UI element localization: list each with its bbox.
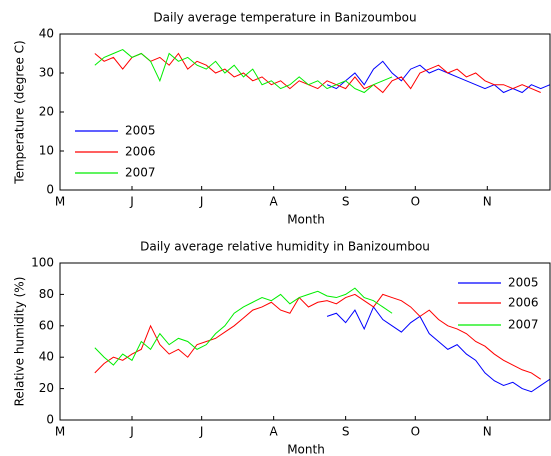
legend-label: 2007 xyxy=(508,318,539,332)
y-tick-label: 0 xyxy=(46,183,54,197)
data-line xyxy=(326,305,551,393)
x-tick-label: O xyxy=(411,425,420,439)
legend-label: 2006 xyxy=(125,145,156,159)
x-tick-label: J xyxy=(129,425,134,439)
data-line xyxy=(326,60,551,94)
legend-label: 2005 xyxy=(125,124,156,138)
data-line xyxy=(94,293,541,380)
legend-label: 2006 xyxy=(508,296,539,310)
chart-title: Daily average temperature in Banizoumbou xyxy=(153,11,416,25)
x-tick-label: S xyxy=(342,195,350,209)
x-tick-label: N xyxy=(483,425,492,439)
y-tick-label: 40 xyxy=(39,350,54,364)
x-tick-label: O xyxy=(411,195,420,209)
y-tick-label: 10 xyxy=(39,144,54,158)
chart-title: Daily average relative humidity in Baniz… xyxy=(140,240,430,254)
x-tick-label: M xyxy=(55,195,65,209)
data-line xyxy=(94,287,393,366)
x-axis-label: Month xyxy=(287,213,325,227)
x-tick-label: J xyxy=(129,195,134,209)
y-tick-label: 20 xyxy=(39,105,54,119)
y-tick-label: 60 xyxy=(39,318,54,332)
plot-frame xyxy=(59,262,551,421)
y-tick-label: 80 xyxy=(39,287,54,301)
x-axis-label: Month xyxy=(287,443,325,456)
x-tick-label: J xyxy=(199,425,204,439)
y-tick-label: 20 xyxy=(39,381,54,395)
y-axis-label: Relative humidity (%) xyxy=(13,277,27,407)
legend-label: 2007 xyxy=(125,166,156,180)
y-axis-label: Temperature (degree C) xyxy=(13,40,27,184)
data-line xyxy=(94,49,393,94)
legend-label: 2005 xyxy=(508,276,539,290)
x-tick-label: A xyxy=(270,195,279,209)
y-tick-label: 40 xyxy=(39,27,54,41)
plot-frame xyxy=(59,33,551,191)
x-tick-label: J xyxy=(199,195,204,209)
y-tick-label: 0 xyxy=(46,413,54,427)
x-tick-label: A xyxy=(270,425,279,439)
y-tick-label: 100 xyxy=(31,256,54,270)
x-tick-label: M xyxy=(55,425,65,439)
data-line xyxy=(94,52,541,94)
y-tick-label: 30 xyxy=(39,66,54,80)
x-tick-label: N xyxy=(483,195,492,209)
x-tick-label: S xyxy=(342,425,350,439)
